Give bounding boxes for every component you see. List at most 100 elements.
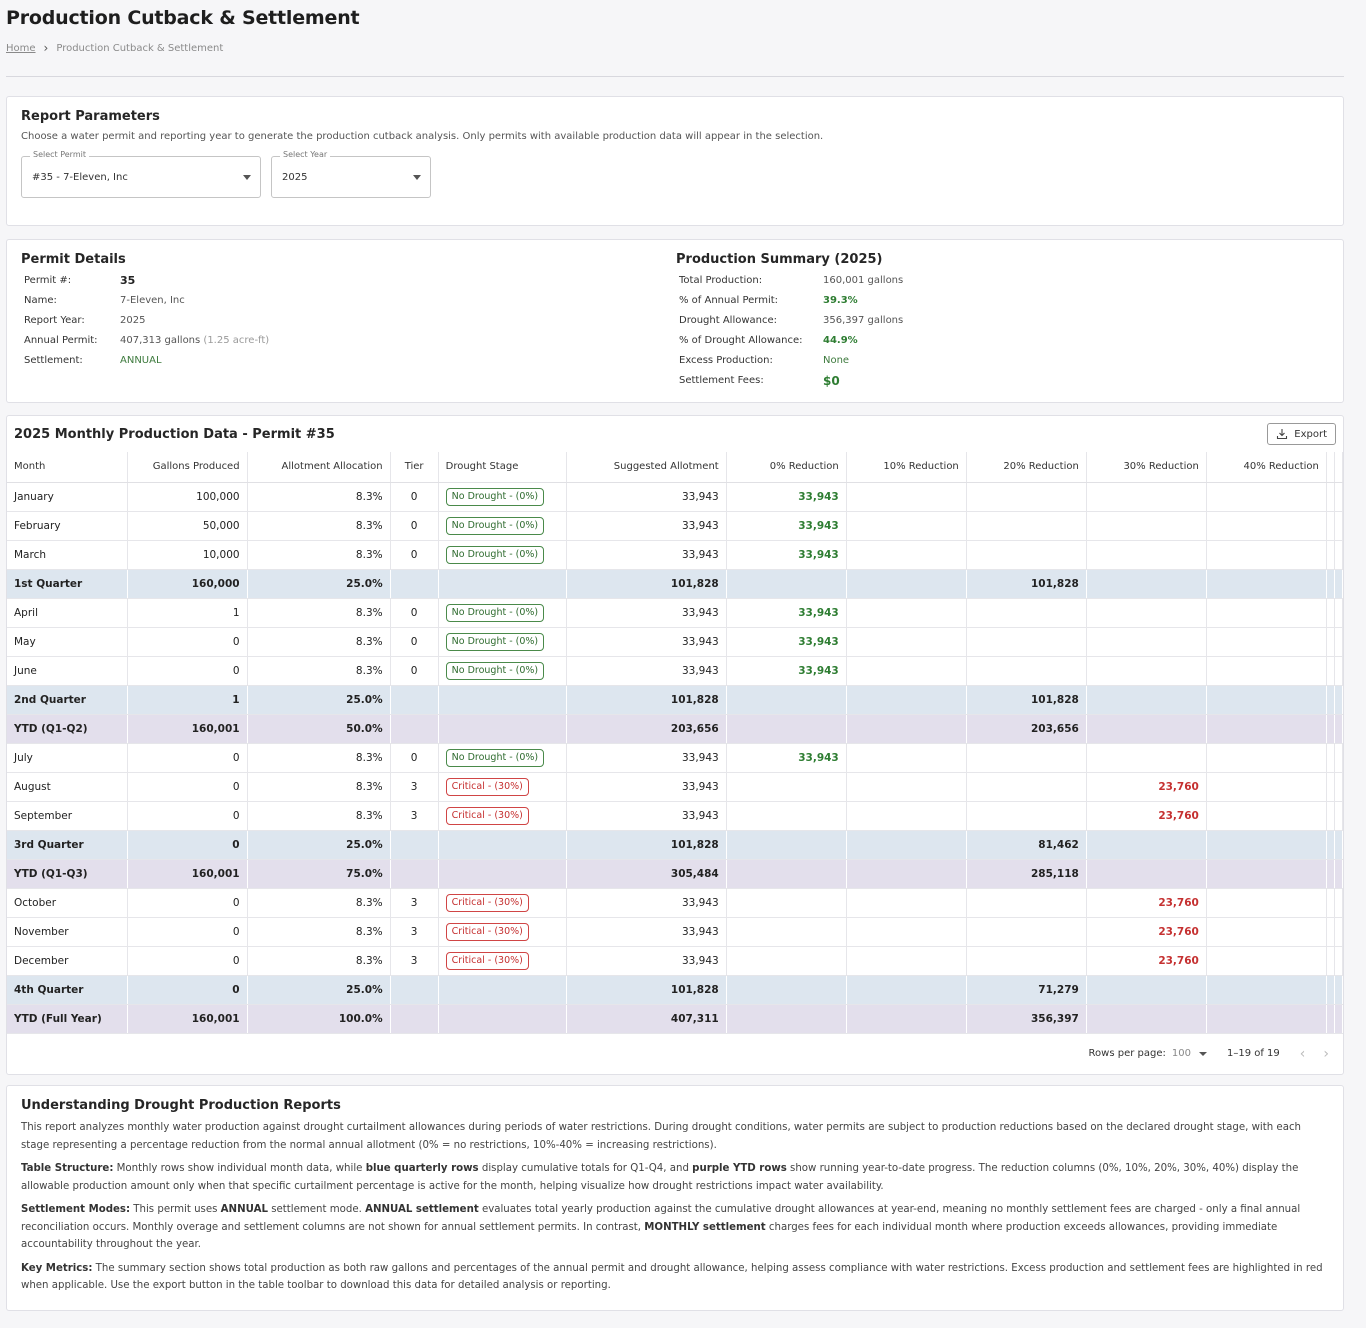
- cell-month: November: [7, 917, 128, 947]
- report-parameters-description: Choose a water permit and reporting year…: [21, 131, 824, 142]
- cell-alloc: 8.3%: [247, 888, 391, 918]
- cell-empty: [1326, 714, 1335, 744]
- cell-r30: [1086, 656, 1207, 686]
- cell-stage: No Drought - (0%): [438, 743, 567, 773]
- cell-empty: [1326, 859, 1335, 889]
- chevron-left-icon[interactable]: ‹: [1299, 1045, 1306, 1062]
- cell-month: 3rd Quarter: [7, 830, 128, 860]
- annual-permit-value: 407,313 gallons (1.25 acre-ft): [120, 331, 674, 351]
- cell-gallons: 0: [127, 656, 248, 686]
- cell-alloc: 8.3%: [247, 917, 391, 947]
- cell-r0: [726, 917, 847, 947]
- cell-r40: [1206, 511, 1327, 541]
- cell-empty: [726, 975, 847, 1005]
- cell-suggested: 33,943: [566, 946, 727, 976]
- info-table-structure: Table Structure: Monthly rows show indiv…: [21, 1163, 1299, 1192]
- cell-empty: [1334, 917, 1343, 947]
- permit-select[interactable]: Select Permit #35 - 7-Eleven, Inc: [21, 150, 261, 198]
- cell-r30: 23,760: [1086, 946, 1207, 976]
- cell-gallons: 0: [127, 888, 248, 918]
- cell-alloc: 8.3%: [247, 946, 391, 976]
- cell-month: June: [7, 656, 128, 686]
- cell-r10: [846, 540, 967, 570]
- cell-month: 4th Quarter: [7, 975, 128, 1005]
- cell-empty: [1334, 685, 1343, 715]
- column-header[interactable]: Month: [7, 452, 128, 483]
- cell-month: YTD (Q1-Q3): [7, 859, 128, 889]
- quarter-total-row: 4th Quarter 0 25.0% 101,828 71,279: [7, 975, 1343, 1005]
- excess-production-label: Excess Production:: [679, 355, 773, 366]
- cell-empty: [1334, 656, 1343, 686]
- column-header[interactable]: 40% Reduction: [1206, 452, 1327, 483]
- export-button[interactable]: Export: [1267, 423, 1336, 445]
- cell-r0: [726, 888, 847, 918]
- cell-stage: Critical - (30%): [438, 917, 567, 947]
- cell-stage: Critical - (30%): [438, 888, 567, 918]
- column-header[interactable]: 20% Reduction: [966, 452, 1087, 483]
- cell-total: 71,279: [966, 975, 1087, 1005]
- column-header[interactable]: Drought Stage: [438, 452, 567, 483]
- cell-r40: [1206, 801, 1327, 831]
- column-header[interactable]: 10% Reduction: [846, 452, 967, 483]
- cell-alloc: 25.0%: [247, 975, 391, 1005]
- cell-total: 285,118: [966, 859, 1087, 889]
- column-header[interactable]: Gallons Produced: [127, 452, 248, 483]
- cell-suggested: 33,943: [566, 743, 727, 773]
- divider: [6, 76, 1344, 77]
- cell-tier: 0: [390, 627, 439, 657]
- cell-empty: [1206, 569, 1327, 599]
- cell-tier: 0: [390, 482, 439, 512]
- cell-empty: [1334, 743, 1343, 773]
- breadcrumb-home-link[interactable]: Home: [6, 42, 36, 54]
- column-header[interactable]: Suggested Allotment: [566, 452, 727, 483]
- cell-empty: [1326, 1004, 1335, 1034]
- cell-empty: [438, 569, 567, 599]
- cell-r40: [1206, 627, 1327, 657]
- cell-gallons: 160,000: [127, 569, 248, 599]
- report-year-value: 2025: [120, 315, 146, 326]
- cell-empty: [1334, 714, 1343, 744]
- column-header[interactable]: 30% Reduction: [1086, 452, 1207, 483]
- table-row: March 10,000 8.3% 0 No Drought - (0%) 33,943 3…: [7, 540, 1343, 570]
- cell-month: 2nd Quarter: [7, 685, 128, 715]
- cell-empty: [1326, 627, 1335, 657]
- cell-suggested: 33,943: [566, 540, 727, 570]
- cell-alloc: 8.3%: [247, 801, 391, 831]
- cell-empty: [438, 714, 567, 744]
- column-header[interactable]: 0% Reduction: [726, 452, 847, 483]
- report-parameters-title: Report Parameters: [21, 109, 160, 124]
- drought-stage-badge: No Drought - (0%): [445, 516, 545, 535]
- cell-r30: 23,760: [1086, 917, 1207, 947]
- cell-suggested: 33,943: [566, 482, 727, 512]
- chevron-right-icon[interactable]: ›: [1323, 1045, 1329, 1062]
- drought-stage-badge: No Drought - (0%): [445, 748, 545, 767]
- drought-stage-badge: No Drought - (0%): [445, 487, 545, 506]
- table-row: June 0 8.3% 0 No Drought - (0%) 33,943 33,943: [7, 656, 1343, 686]
- cell-empty: [1334, 859, 1343, 889]
- year-select[interactable]: Select Year 2025: [271, 150, 431, 198]
- cell-empty: [1326, 975, 1335, 1005]
- ytd-total-row: YTD (Full Year) 160,001 100.0% 407,311 356,3…: [7, 1004, 1343, 1034]
- cell-r20: [966, 511, 1087, 541]
- total-production-value: 160,001 gallons: [823, 275, 904, 286]
- cell-tier: 3: [390, 888, 439, 918]
- column-header[interactable]: Tier: [390, 452, 439, 483]
- cell-empty: [390, 569, 439, 599]
- cell-empty: [438, 830, 567, 860]
- drought-stage-badge: No Drought - (0%): [445, 545, 545, 564]
- permit-number-value: 35: [120, 274, 136, 287]
- cell-tier: 3: [390, 801, 439, 831]
- cell-alloc: 8.3%: [247, 743, 391, 773]
- permit-details-section: Permit Details Permit #: 35 Name: 7-Elev…: [21, 252, 674, 390]
- permit-name-value: 7-Eleven, Inc: [120, 295, 185, 306]
- production-table-card: 2025 Monthly Production Data - Permit #3…: [6, 415, 1344, 1075]
- column-header[interactable]: Allotment Allocation: [247, 452, 391, 483]
- cell-alloc: 8.3%: [247, 656, 391, 686]
- cell-empty: [1086, 1004, 1207, 1034]
- cell-empty: [1086, 685, 1207, 715]
- rows-per-page-select[interactable]: 100: [1172, 1048, 1207, 1059]
- cell-empty: [1206, 685, 1327, 715]
- table-row: February 50,000 8.3% 0 No Drought - (0%) 33,9…: [7, 511, 1343, 541]
- settlement-label: Settlement:: [24, 355, 83, 366]
- cell-empty: [1086, 975, 1207, 1005]
